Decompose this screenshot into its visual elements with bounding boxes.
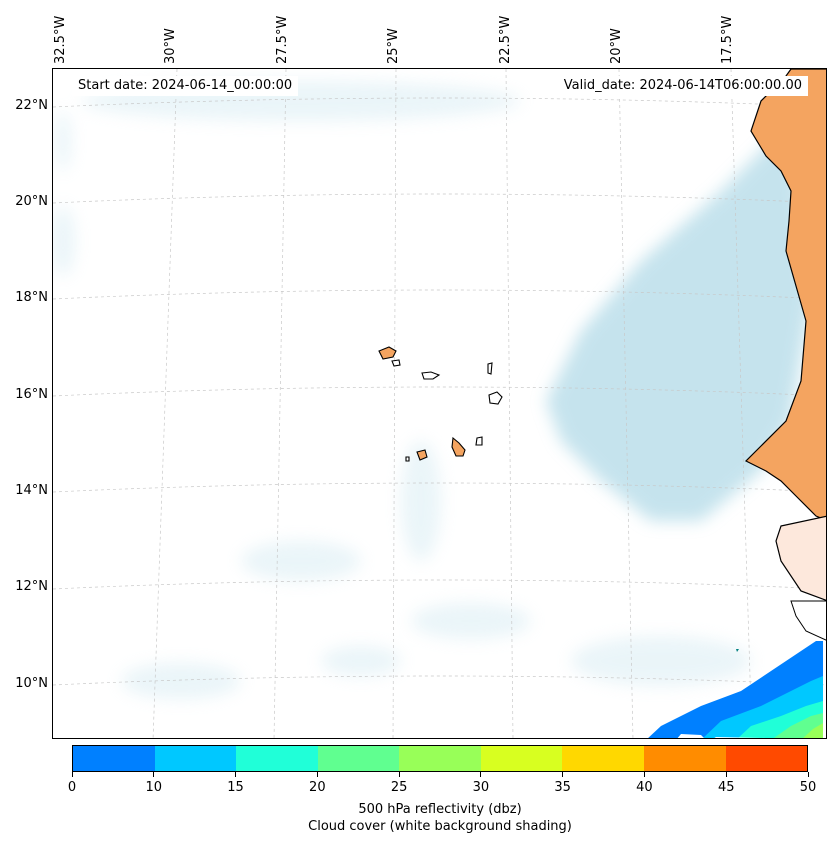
colorbar-segment	[562, 746, 644, 771]
lon-label: 17.5°W	[720, 15, 735, 64]
colorbar-segment	[480, 746, 563, 771]
colorbar-segment	[317, 746, 400, 771]
colorbar-tick	[71, 772, 73, 777]
colorbar-tick-label: 20	[309, 780, 326, 795]
colorbar-tick-label: 30	[472, 780, 490, 795]
lat-label: 10°N	[15, 676, 48, 691]
start-date-label: Start date: 2024-06-14_00:00:00	[72, 76, 299, 96]
lat-label: 14°N	[15, 483, 48, 498]
colorbar-tick-label: 0	[67, 780, 77, 795]
colorbar-tick-label: 15	[227, 780, 244, 795]
island-boa-vista	[488, 391, 503, 405]
island-santiago	[451, 436, 466, 457]
colorbar-subtitle: Cloud cover (white background shading)	[308, 819, 572, 834]
colorbar-tick	[316, 772, 318, 777]
colorbar-tick-label: 10	[145, 780, 163, 795]
cloud-band	[546, 101, 811, 521]
island-sao-nicolau	[421, 371, 441, 380]
lat-label: 18°N	[15, 290, 48, 305]
lon-label: 22.5°W	[498, 15, 513, 64]
colorbar-segment	[236, 746, 318, 771]
map-canvas	[53, 69, 826, 738]
cloud-wisps	[53, 81, 751, 699]
island-santo-antao	[378, 346, 397, 360]
lon-label: 27.5°W	[275, 15, 290, 64]
gridlines	[53, 69, 826, 738]
colorbar-tick-label: 40	[636, 780, 653, 795]
colorbar-segment	[154, 746, 237, 771]
lat-label: 16°N	[15, 387, 48, 402]
colorbar-tick	[235, 772, 237, 777]
island-maio	[475, 436, 483, 446]
mainland-africa	[744, 69, 826, 641]
colorbar-tick	[643, 772, 645, 777]
reflectivity-patch	[648, 641, 823, 738]
colorbar	[72, 745, 808, 772]
colorbar-segment	[725, 746, 808, 771]
lat-label: 12°N	[15, 579, 48, 594]
lon-label: 30°W	[163, 28, 178, 64]
colorbar-tick	[153, 772, 155, 777]
cape-verde-islands	[378, 346, 503, 462]
colorbar-tick	[398, 772, 400, 777]
island-fogo	[416, 449, 428, 461]
colorbar-tick	[480, 772, 482, 777]
island-brava	[405, 456, 410, 462]
map-panel	[52, 68, 827, 739]
colorbar-title: 500 hPa reflectivity (dbz)	[358, 802, 522, 817]
colorbar-tick	[725, 772, 727, 777]
lat-label: 20°N	[15, 194, 48, 209]
colorbar-segment	[399, 746, 481, 771]
colorbar-tick-label: 25	[390, 780, 408, 795]
colorbar-tick-label: 50	[799, 780, 817, 795]
colorbar-segment	[643, 746, 726, 771]
valid-date-label: Valid_date: 2024-06-14T06:00:00.00	[557, 76, 808, 96]
island-sao-vicente	[391, 359, 401, 367]
lat-label: 22°N	[15, 98, 48, 113]
colorbar-tick-label: 35	[554, 780, 571, 795]
colorbar-tick-label: 45	[717, 780, 735, 795]
lon-label: 20°W	[609, 28, 624, 64]
lon-label: 25°W	[386, 28, 401, 64]
colorbar-segment	[73, 746, 155, 771]
island-sal	[487, 362, 493, 375]
lon-label: 32.5°W	[53, 15, 68, 64]
colorbar-tick	[562, 772, 564, 777]
colorbar-tick	[807, 772, 809, 777]
